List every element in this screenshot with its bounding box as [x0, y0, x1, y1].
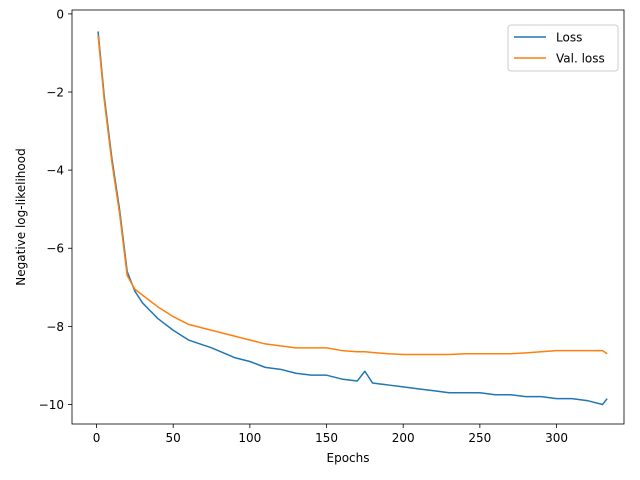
x-axis-ticks: 0 50 100 150 200 250 300 [93, 424, 568, 445]
legend-label-loss: Loss [556, 31, 582, 45]
x-tick-label: 300 [545, 431, 568, 445]
y-tick-label: −4 [46, 164, 64, 178]
series-line-val-loss [97, 35, 608, 356]
legend-label-val-loss: Val. loss [556, 52, 605, 66]
legend: Loss Val. loss [507, 24, 619, 72]
y-tick-label: −10 [39, 398, 64, 412]
x-tick-label: 200 [392, 431, 415, 445]
x-tick-label: 100 [238, 431, 261, 445]
series-line-loss [97, 31, 608, 406]
x-tick-label: 0 [93, 431, 101, 445]
x-tick-label: 250 [468, 431, 491, 445]
plot-area [72, 10, 624, 424]
x-tick-label: 50 [166, 431, 181, 445]
y-axis-ticks: 0 −2 −4 −6 −8 −10 [39, 7, 72, 412]
y-tick-label: −8 [46, 320, 64, 334]
y-axis-label: Negative log-likelihood [14, 148, 28, 285]
y-tick-label: −2 [46, 86, 64, 100]
x-tick-label: 150 [315, 431, 338, 445]
y-tick-label: 0 [56, 7, 64, 21]
series-layer [97, 31, 608, 406]
y-tick-label: −6 [46, 242, 64, 256]
plot-frame [71, 9, 625, 425]
x-axis-label: Epochs [327, 451, 370, 465]
